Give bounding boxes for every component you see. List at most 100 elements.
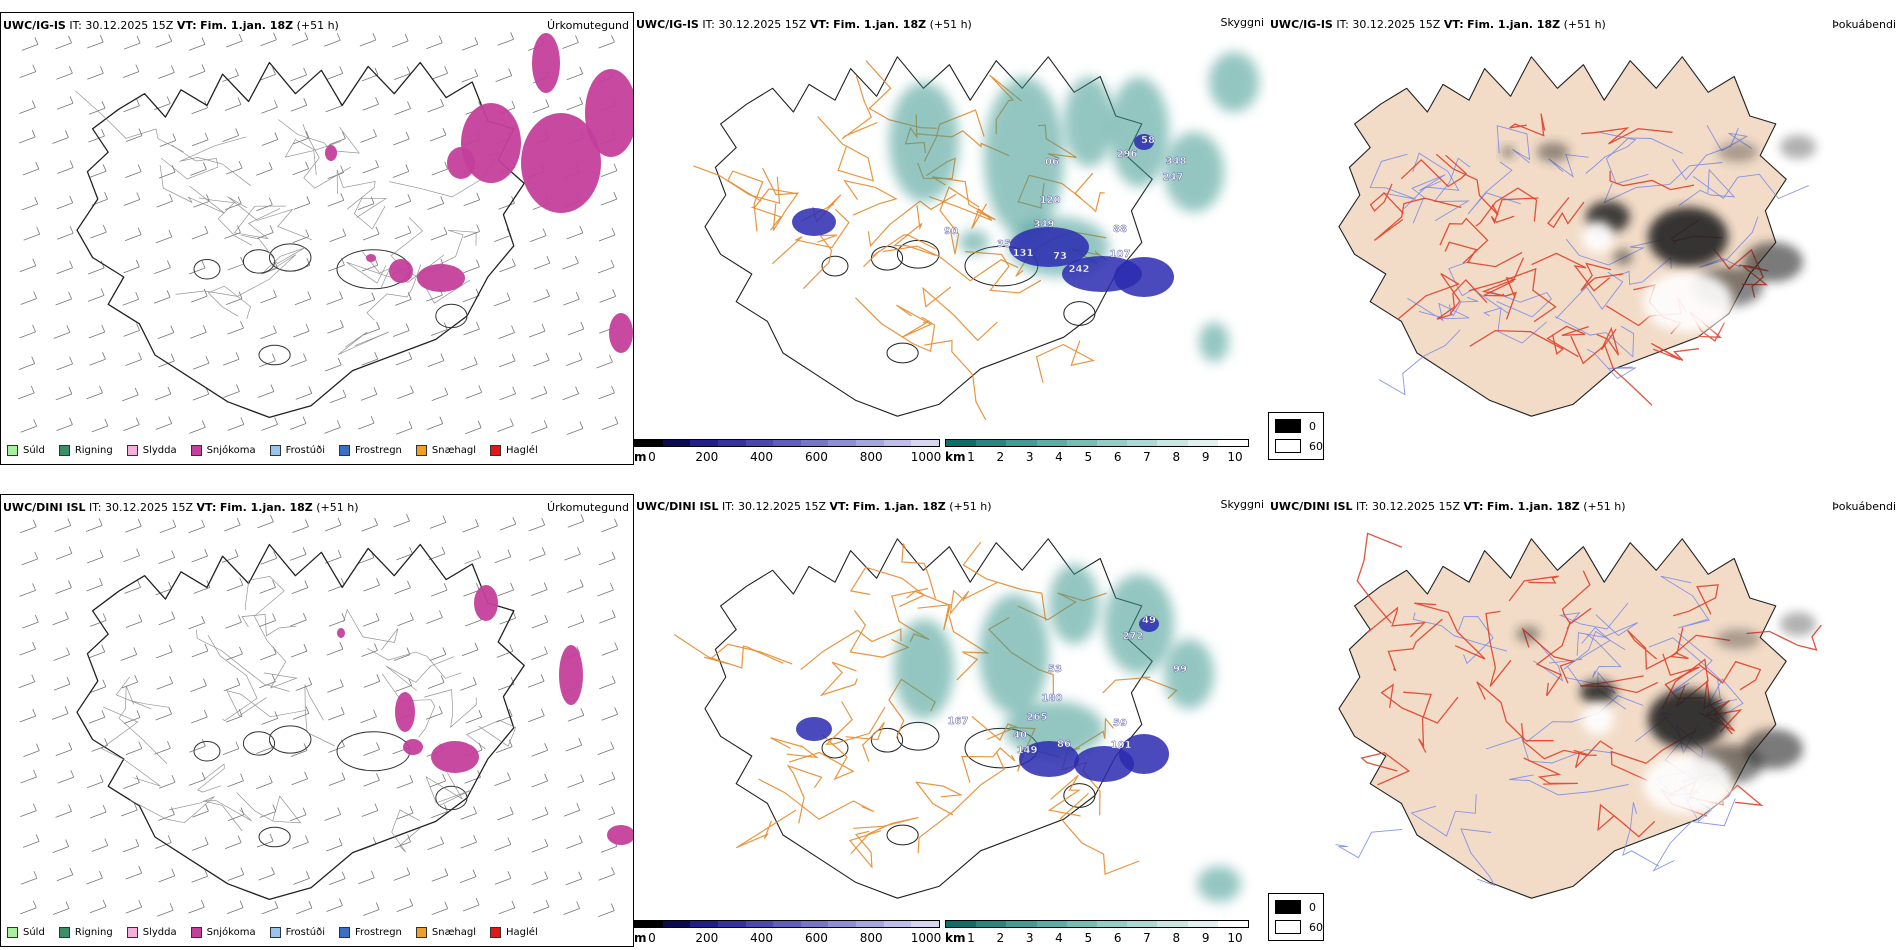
panel-header: UWC/DINI ISL IT: 30.12.2025 15Z VT: Fim.… <box>3 501 359 514</box>
legend-item: Rigning <box>58 927 113 938</box>
legend-item: Snjókoma <box>190 445 256 456</box>
legend-item: Frostregn <box>339 445 402 456</box>
fog-legend-swatch <box>1275 419 1301 433</box>
legend-swatch <box>190 927 202 938</box>
colorbar-tick: 1000 <box>910 931 942 945</box>
legend-swatch <box>339 927 350 938</box>
cloud-base-label: 40 <box>1013 730 1027 741</box>
colorbar-unit: km <box>945 931 966 945</box>
cloud-base-label: 131 <box>1013 248 1034 259</box>
cloud-base-label: 59 <box>1113 718 1127 729</box>
legend-item: Frostúði <box>269 445 325 456</box>
cloud-base-label: 120 <box>1040 195 1061 206</box>
panel-type-title: Skyggni <box>1220 498 1264 511</box>
ceiling-colorbar-row2: m 0 200 400 600 800 1000 <box>634 920 942 946</box>
panel-header: UWC/IG-IS IT: 30.12.2025 15Z VT: Fim. 1.… <box>636 18 972 31</box>
legend-swatch <box>269 927 281 938</box>
legend-item: Slydda <box>126 445 177 456</box>
colorbar-tick: 4 <box>1055 931 1063 945</box>
ceiling-colorbar-row1: m 0 200 400 600 800 1000 <box>634 439 942 465</box>
cloud-base-label: 88 <box>1113 224 1127 235</box>
legend-item: Slydda <box>126 927 177 938</box>
legend-label: Súld <box>23 445 45 456</box>
precip-map-row1 <box>18 32 633 435</box>
legend-label: Frostúði <box>285 445 325 456</box>
cloud-base-label: 272 <box>1123 631 1144 642</box>
legend-label: Slydda <box>142 927 177 938</box>
colorbar-tick: 1000 <box>910 450 942 464</box>
panel-header: UWC/DINI ISL IT: 30.12.2025 15Z VT: Fim.… <box>636 500 992 513</box>
colorbar-tick: 0 <box>648 450 656 464</box>
legend-label: Frostregn <box>355 927 402 938</box>
legend-swatch <box>415 927 427 938</box>
legend-label: Súld <box>23 927 45 938</box>
colorbar-tick: 200 <box>695 450 719 464</box>
colorbar-tick: 800 <box>859 931 883 945</box>
colorbar-tick: 3 <box>1025 931 1034 945</box>
legend-item: Snæhagl <box>415 927 476 938</box>
colorbar-tick: 2 <box>996 450 1005 464</box>
legend-swatch <box>126 445 138 456</box>
colorbar-tick: 1 <box>967 450 975 464</box>
colorbar-unit: km <box>945 450 966 464</box>
visibility-colorbar-row2: km 1 2 3 4 5 6 7 8 9 10 <box>945 920 1249 946</box>
panel-type-title: Þokuábendi <box>1832 18 1896 31</box>
fog-legend-swatch <box>1275 920 1301 934</box>
colorbar-tick: 600 <box>804 931 828 945</box>
panel-type-title: Úrkomutegund <box>547 501 629 514</box>
cloud-base-label: 49 <box>1142 615 1156 626</box>
cloud-panel-row2: 49 272 99 53 180 265 167 40 149 86 59 101 UWC/DINI … <box>634 494 1268 947</box>
precip-panel-row1: UWC/IG-IS IT: 30.12.2025 15Z VT: Fim. 1.… <box>0 12 634 465</box>
panel-type-title: Skyggni <box>1220 16 1264 29</box>
fog-legend-row: 0 <box>1275 419 1316 433</box>
colorbar-tick: 400 <box>750 931 774 945</box>
fog-legend-row: 60 <box>1275 920 1323 934</box>
legend-swatch <box>7 927 18 938</box>
legend-item: Snjókoma <box>190 927 256 938</box>
cloud-base-label: 06 <box>1045 157 1059 168</box>
visibility-colorbar-row1: km 1 2 3 4 5 6 7 8 9 10 <box>945 439 1249 465</box>
panel-header: UWC/IG-IS IT: 30.12.2025 15Z VT: Fim. 1.… <box>3 19 339 32</box>
legend-label: Rigning <box>74 445 113 456</box>
fog-legend-row: 60 <box>1275 439 1323 453</box>
precip-legend: Súld Rigning Slydda Snjókoma Frostúði Frostre… <box>7 445 538 456</box>
panel-type-title: Úrkomutegund <box>547 19 629 32</box>
legend-label: Snjókoma <box>206 927 256 938</box>
cloud-base-label: 101 <box>1111 740 1132 751</box>
legend-item: Frostregn <box>339 927 402 938</box>
colorbar-tick: 7 <box>1143 931 1151 945</box>
colorbar-tick: 5 <box>1084 931 1093 945</box>
colorbar-tick: 5 <box>1084 450 1093 464</box>
legend-swatch <box>490 445 502 456</box>
legend-item: Súld <box>7 927 45 938</box>
cloud-base-label: 348 <box>1166 156 1187 167</box>
legend-label: Frostregn <box>355 445 402 456</box>
fog-legend-value: 60 <box>1309 439 1323 453</box>
cloud-base-label: 149 <box>1017 745 1038 756</box>
cloud-base-label: 53 <box>1048 664 1062 675</box>
legend-swatch <box>190 445 202 456</box>
cloud-base-label: 296 <box>1117 149 1138 160</box>
legend-swatch <box>269 445 281 456</box>
fog-panel-row1: UWC/IG-IS IT: 30.12.2025 15Z VT: Fim. 1.… <box>1268 12 1900 465</box>
cloud-panel-row1: 06 296 58 348 247 120 90 349 35 131 73 242 88 107 UWC… <box>634 12 1268 465</box>
legend-label: Snjókoma <box>206 445 256 456</box>
cloud-map-row2: 49 272 99 53 180 265 167 40 149 86 59 101 <box>673 538 1241 902</box>
fog-legend-swatch <box>1275 900 1301 914</box>
fog-map-row1 <box>1338 56 1816 417</box>
legend-label: Rigning <box>74 927 113 938</box>
colorbar-tick: 2 <box>996 931 1005 945</box>
colorbar-tick: 6 <box>1113 450 1122 464</box>
legend-item: Haglél <box>490 445 538 456</box>
legend-item: Haglél <box>490 927 538 938</box>
colorbar-tick: 9 <box>1201 450 1210 464</box>
cloud-base-label: 99 <box>1173 664 1187 675</box>
colorbar-tick: 8 <box>1172 450 1181 464</box>
legend-swatch <box>339 445 350 456</box>
legend-swatch <box>490 927 502 938</box>
cloud-base-label: 180 <box>1042 693 1063 704</box>
cloud-base-label: 58 <box>1141 135 1155 146</box>
fog-legend-value: 0 <box>1309 900 1316 914</box>
fog-legend-row: 0 <box>1275 900 1316 914</box>
